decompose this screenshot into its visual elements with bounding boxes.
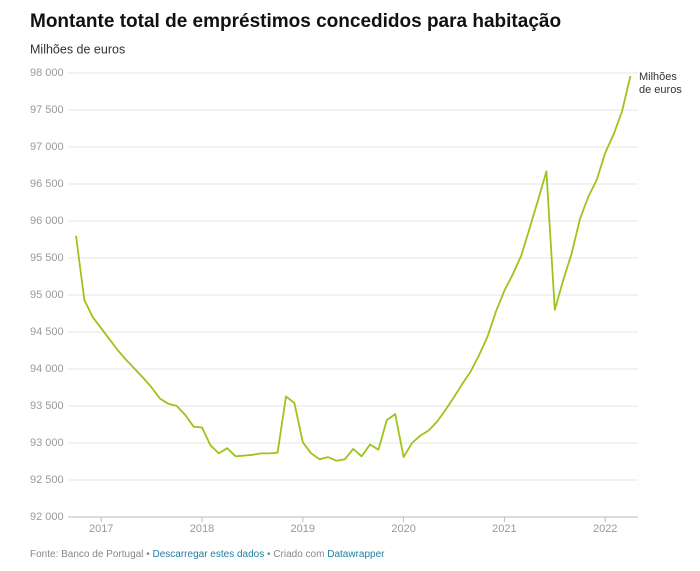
download-link[interactable]: Descarregar estes dados [152, 549, 265, 560]
y-tick-label: 94 000 [30, 363, 64, 375]
y-tick-label: 92 500 [30, 474, 64, 486]
y-tick-label: 95 500 [30, 252, 64, 264]
footer: Fonte: Banco de Portugal • Descarregar e… [30, 549, 385, 560]
chart-title: Montante total de empréstimos concedidos… [30, 11, 561, 32]
y-tick-label: 97 000 [30, 141, 64, 153]
created-with: Criado com [273, 549, 325, 560]
series-label: Milhões de euros [639, 71, 682, 96]
x-tick-label: 2019 [291, 523, 315, 535]
y-tick-label: 92 000 [30, 511, 64, 523]
source: Fonte: Banco de Portugal [30, 549, 144, 560]
y-tick-label: 97 500 [30, 104, 64, 116]
tool-link[interactable]: Datawrapper [327, 549, 385, 560]
y-axis-label: Milhões de euros [30, 42, 125, 56]
separator: • [146, 549, 150, 560]
x-tick-label: 2018 [190, 523, 214, 535]
y-tick-label: 95 000 [30, 289, 64, 301]
y-tick-label: 96 500 [30, 178, 64, 190]
y-tick-label: 98 000 [30, 67, 64, 79]
y-tick-label: 94 500 [30, 326, 64, 338]
y-tick-label: 93 500 [30, 400, 64, 412]
y-tick-label: 96 000 [30, 215, 64, 227]
plot-area: 92 000 92 500 93 000 93 500 94 000 94 500 95 0… [30, 67, 638, 535]
separator: • [267, 549, 271, 560]
y-tick-label: 93 000 [30, 437, 64, 449]
x-tick-label: 2020 [391, 523, 415, 535]
x-tick-label: 2017 [89, 523, 113, 535]
x-tick-label: 2022 [593, 523, 617, 535]
x-tick-label: 2021 [492, 523, 516, 535]
data-line [75, 75, 632, 462]
